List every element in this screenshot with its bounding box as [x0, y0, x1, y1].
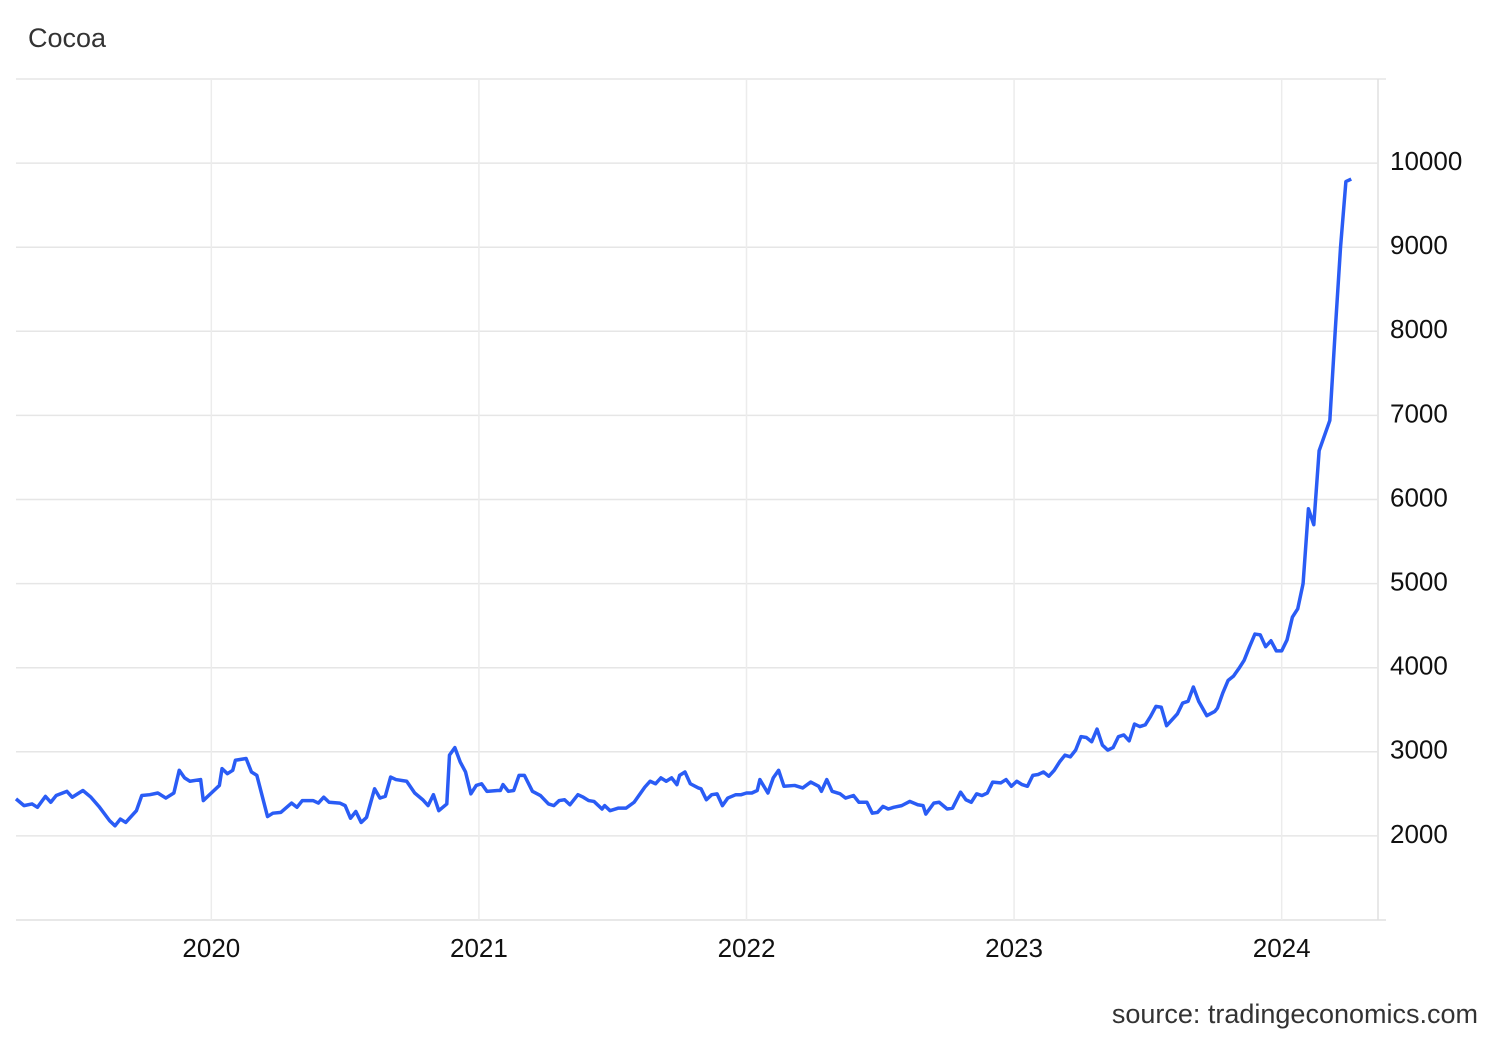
y-tick-label: 3000	[1390, 735, 1448, 765]
x-tick-label: 2020	[182, 933, 240, 963]
y-tick-label: 4000	[1390, 651, 1448, 681]
x-tick-label: 2023	[985, 933, 1043, 963]
y-tick-label: 9000	[1390, 230, 1448, 260]
chart-title: Cocoa	[28, 23, 107, 53]
price-line	[14, 177, 1352, 828]
source-note: source: tradingeconomics.com	[1112, 999, 1478, 1029]
y-tick-label: 10000	[1390, 146, 1462, 176]
y-tick-label: 6000	[1390, 482, 1448, 512]
y-tick-label: 5000	[1390, 566, 1448, 596]
x-tick-label: 2022	[718, 933, 776, 963]
x-tick-label: 2024	[1253, 933, 1311, 963]
y-tick-label: 8000	[1390, 314, 1448, 344]
x-tick-label: 2021	[450, 933, 508, 963]
y-tick-label: 2000	[1390, 819, 1448, 849]
y-tick-label: 7000	[1390, 398, 1448, 428]
